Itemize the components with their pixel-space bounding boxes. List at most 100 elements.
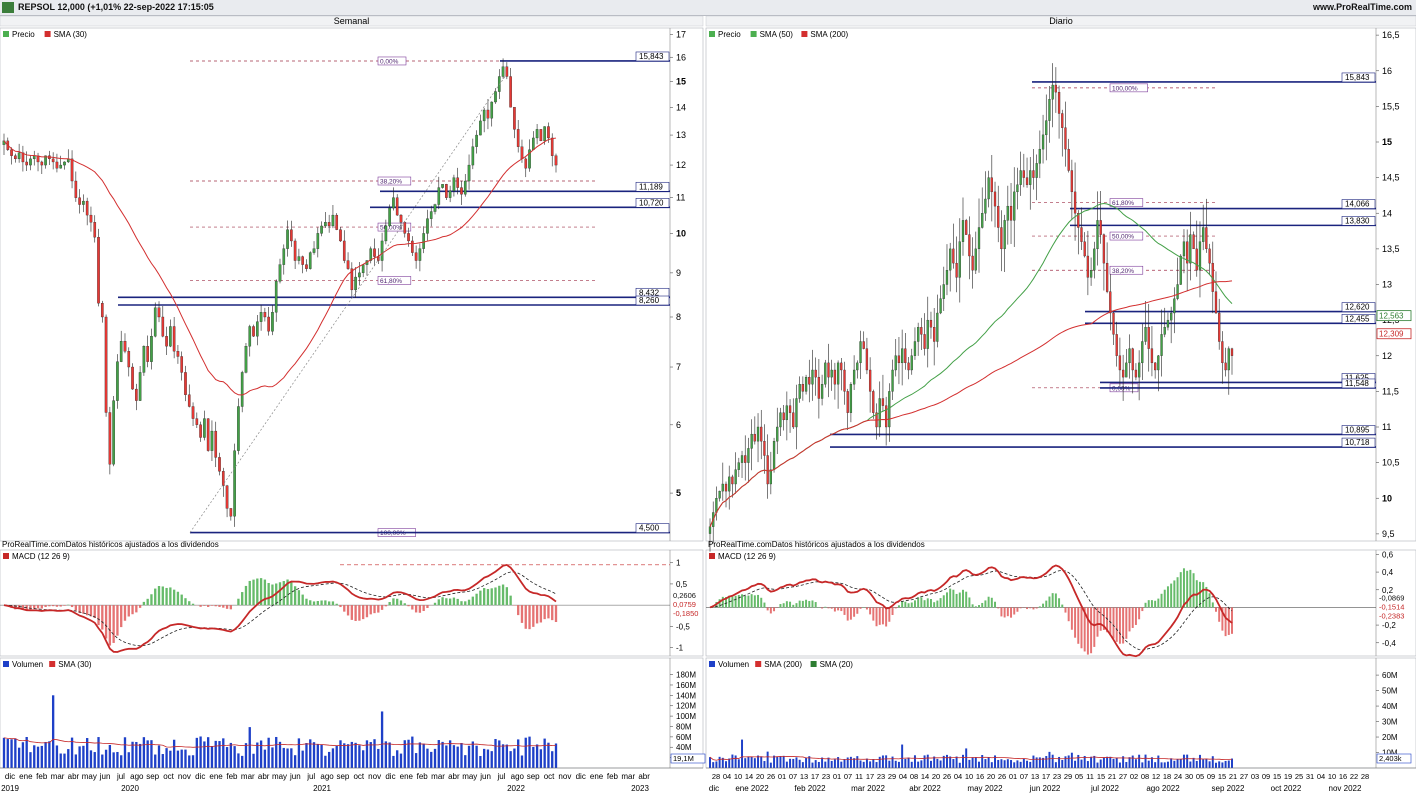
candle[interactable]: [984, 198, 987, 214]
candle[interactable]: [1109, 291, 1112, 314]
candle[interactable]: [1051, 84, 1054, 100]
candle[interactable]: [108, 412, 112, 465]
candle[interactable]: [760, 426, 763, 442]
candle[interactable]: [460, 187, 463, 195]
candle[interactable]: [1186, 241, 1189, 264]
candle[interactable]: [180, 356, 184, 373]
candle[interactable]: [146, 346, 149, 362]
candle[interactable]: [429, 211, 433, 219]
candle[interactable]: [395, 197, 399, 216]
candle[interactable]: [411, 240, 414, 253]
candle[interactable]: [785, 405, 788, 421]
candle[interactable]: [463, 180, 467, 195]
candle[interactable]: [218, 457, 221, 472]
candle[interactable]: [913, 341, 917, 356]
candle[interactable]: [490, 101, 494, 119]
candle[interactable]: [256, 321, 259, 337]
candle[interactable]: [862, 341, 865, 349]
candle[interactable]: [792, 412, 795, 428]
candle[interactable]: [78, 197, 81, 205]
candle[interactable]: [1003, 220, 1006, 250]
candle[interactable]: [14, 155, 17, 160]
candle[interactable]: [782, 412, 785, 421]
candle[interactable]: [342, 240, 346, 261]
candle[interactable]: [814, 369, 817, 378]
candle[interactable]: [1070, 170, 1074, 193]
candle[interactable]: [772, 441, 776, 470]
candle[interactable]: [1125, 362, 1128, 378]
candle[interactable]: [82, 200, 85, 205]
candle[interactable]: [554, 155, 558, 166]
candle[interactable]: [426, 218, 429, 234]
candle[interactable]: [51, 158, 55, 163]
candle[interactable]: [843, 369, 846, 392]
candle[interactable]: [475, 134, 478, 147]
candle[interactable]: [1176, 284, 1179, 299]
candle[interactable]: [286, 229, 289, 249]
candle[interactable]: [849, 384, 853, 413]
candle[interactable]: [1173, 298, 1176, 314]
candle[interactable]: [779, 412, 782, 428]
candle[interactable]: [384, 225, 388, 242]
candle[interactable]: [104, 316, 108, 413]
candle[interactable]: [968, 234, 971, 257]
candle[interactable]: [350, 268, 354, 291]
candle[interactable]: [958, 241, 961, 278]
candle[interactable]: [1205, 227, 1208, 250]
candle[interactable]: [116, 361, 119, 401]
candle[interactable]: [1029, 170, 1032, 185]
candle[interactable]: [865, 348, 869, 371]
candle[interactable]: [373, 248, 376, 257]
candle[interactable]: [1208, 248, 1211, 264]
candle[interactable]: [1038, 148, 1041, 164]
candle[interactable]: [433, 204, 437, 212]
candle[interactable]: [965, 220, 968, 235]
candle[interactable]: [505, 66, 509, 77]
candle[interactable]: [798, 384, 801, 399]
candle[interactable]: [1009, 205, 1013, 221]
macd-pane[interactable]: [0, 549, 704, 657]
candle[interactable]: [824, 362, 827, 385]
candle[interactable]: [339, 229, 342, 242]
candle[interactable]: [1134, 369, 1138, 378]
candle[interactable]: [59, 164, 63, 169]
candle[interactable]: [274, 281, 278, 313]
candle[interactable]: [494, 91, 497, 103]
candle[interactable]: [929, 319, 933, 328]
candle[interactable]: [952, 248, 955, 264]
candle[interactable]: [756, 426, 760, 442]
candle[interactable]: [788, 405, 792, 413]
candle[interactable]: [172, 326, 176, 352]
candle[interactable]: [1131, 348, 1134, 371]
candle[interactable]: [25, 161, 28, 166]
candle[interactable]: [808, 376, 811, 385]
candle[interactable]: [259, 312, 263, 322]
candle[interactable]: [331, 214, 335, 227]
volume-pane[interactable]: [705, 657, 1416, 769]
candle[interactable]: [55, 161, 59, 169]
candle[interactable]: [1214, 291, 1218, 314]
candle[interactable]: [1083, 241, 1086, 257]
candle[interactable]: [543, 126, 546, 142]
candle[interactable]: [811, 369, 814, 385]
candle[interactable]: [165, 336, 168, 347]
candle[interactable]: [1025, 177, 1029, 185]
candle[interactable]: [1105, 262, 1109, 292]
candle[interactable]: [100, 303, 104, 318]
candle[interactable]: [112, 400, 115, 465]
candle[interactable]: [176, 351, 180, 357]
candle[interactable]: [708, 526, 712, 534]
candle[interactable]: [897, 355, 901, 364]
candle[interactable]: [1035, 163, 1038, 178]
legend-volumen[interactable]: Volumen: [718, 660, 749, 669]
candle[interactable]: [942, 284, 945, 299]
candle[interactable]: [1137, 362, 1141, 378]
candle[interactable]: [1064, 127, 1067, 150]
candle[interactable]: [441, 184, 444, 188]
candle[interactable]: [85, 200, 89, 216]
candle[interactable]: [437, 187, 441, 205]
legend-sma-30-[interactable]: SMA (30): [58, 660, 92, 669]
candle[interactable]: [29, 158, 32, 166]
candle[interactable]: [1218, 312, 1221, 342]
